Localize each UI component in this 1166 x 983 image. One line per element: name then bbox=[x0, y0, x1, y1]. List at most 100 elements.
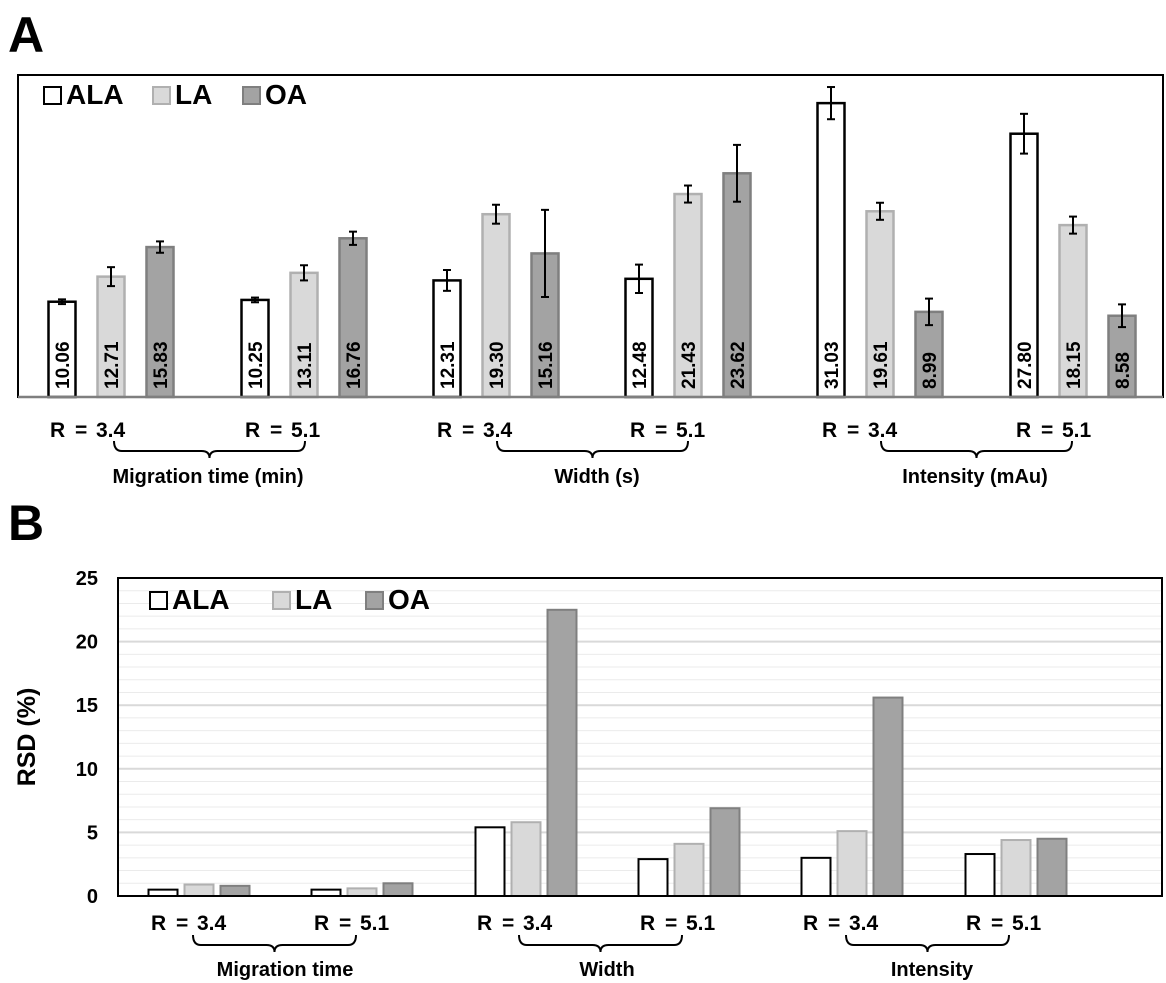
group-label-b-2: Intensity bbox=[891, 959, 974, 981]
data-label-a-la-0: 12.71 bbox=[102, 341, 123, 389]
data-label-a-la-5: 18.15 bbox=[1064, 341, 1085, 389]
group-brace-a-1 bbox=[496, 440, 689, 459]
legend-swatch-a-la bbox=[152, 86, 171, 105]
bar-b-la-2 bbox=[510, 821, 542, 897]
condition-var: R bbox=[477, 912, 492, 935]
bar-b-ala-5 bbox=[964, 853, 996, 897]
group-label-a-0: Migration time (min) bbox=[112, 466, 303, 488]
condition-var: R bbox=[245, 419, 260, 442]
errorbar-a-ala-3 bbox=[635, 263, 643, 295]
data-label-a-la-3: 21.43 bbox=[679, 341, 700, 389]
condition-var: R bbox=[640, 912, 655, 935]
legend-label-b-ala: ALA bbox=[172, 584, 230, 615]
bar-b-oa-4 bbox=[872, 696, 904, 897]
condition-value: 5.1 bbox=[291, 419, 321, 442]
panel-b-chart: 0 5 10 15 20 25 RSD (%) ALA LA OA R = 3.4 R = 5.1 R = 3… bbox=[13, 568, 1163, 981]
condition-eq: = bbox=[655, 419, 667, 442]
condition-var: R bbox=[822, 419, 837, 442]
condition-label-a-1: R = 5.1 bbox=[245, 419, 321, 442]
condition-value: 5.1 bbox=[1062, 419, 1092, 442]
condition-var: R bbox=[630, 419, 645, 442]
legend-swatch-b-ala bbox=[149, 591, 168, 610]
condition-eq: = bbox=[339, 912, 351, 935]
data-label-a-oa-2: 15.16 bbox=[536, 341, 557, 389]
condition-label-a-2: R = 3.4 bbox=[437, 419, 513, 442]
data-label-a-oa-5: 8.58 bbox=[1113, 352, 1134, 389]
bar-a-oa-0 bbox=[145, 245, 175, 399]
panel-a-frame bbox=[17, 74, 1164, 398]
panel-b-group-labels: Migration time Width Intensity bbox=[217, 959, 974, 981]
condition-eq: = bbox=[665, 912, 677, 935]
bar-b-oa-3 bbox=[709, 807, 741, 897]
condition-var: R bbox=[314, 912, 329, 935]
condition-label-b-5: R = 5.1 bbox=[966, 912, 1042, 935]
legend-swatch-a-ala bbox=[43, 86, 62, 105]
condition-label-b-2: R = 3.4 bbox=[477, 912, 553, 935]
condition-label-b-0: R = 3.4 bbox=[151, 912, 227, 935]
errorbar-a-oa-3 bbox=[733, 143, 741, 203]
y-tick-label: 0 bbox=[87, 886, 98, 908]
errorbar-a-oa-2 bbox=[541, 208, 549, 298]
errorbar-a-oa-4 bbox=[925, 297, 933, 327]
panel-b-legend: ALA LA OA bbox=[149, 584, 430, 615]
legend-label-b-oa: OA bbox=[388, 584, 430, 615]
legend-label-a-la: LA bbox=[175, 79, 212, 110]
group-brace-b-1 bbox=[518, 934, 683, 953]
condition-var: R bbox=[803, 912, 818, 935]
bar-b-la-5 bbox=[1000, 839, 1032, 897]
condition-eq: = bbox=[176, 912, 188, 935]
bar-b-la-0 bbox=[183, 883, 215, 898]
condition-value: 5.1 bbox=[360, 912, 390, 935]
errorbar-a-la-2 bbox=[492, 203, 500, 225]
condition-value: 3.4 bbox=[483, 419, 513, 442]
data-label-a-ala-5: 27.80 bbox=[1015, 341, 1036, 389]
group-brace-a-0 bbox=[113, 440, 306, 459]
data-label-a-oa-4: 8.99 bbox=[920, 352, 941, 389]
panel-b-condition-labels: R = 3.4 R = 5.1 R = 3.4 R = 5.1 R = 3.4 R = 5.1 bbox=[151, 912, 1042, 953]
condition-value: 5.1 bbox=[1012, 912, 1042, 935]
condition-eq: = bbox=[847, 419, 859, 442]
condition-eq: = bbox=[462, 419, 474, 442]
errorbar-a-ala-2 bbox=[443, 268, 451, 292]
errorbar-a-oa-5 bbox=[1118, 303, 1126, 329]
bar-b-la-3 bbox=[673, 842, 705, 898]
bar-b-ala-3 bbox=[637, 858, 669, 897]
y-tick-label: 5 bbox=[87, 822, 98, 844]
condition-label-a-3: R = 5.1 bbox=[630, 419, 706, 442]
errorbar-a-la-5 bbox=[1069, 215, 1077, 235]
panel-b-bars bbox=[147, 608, 1068, 898]
data-label-a-ala-0: 10.06 bbox=[53, 341, 74, 389]
data-label-a-la-2: 19.30 bbox=[487, 341, 508, 389]
errorbar-a-la-3 bbox=[684, 184, 692, 204]
panel-b-gridlines bbox=[118, 590, 1162, 884]
errorbar-a-oa-1 bbox=[349, 230, 357, 246]
condition-value: 5.1 bbox=[676, 419, 706, 442]
condition-var: R bbox=[1016, 419, 1031, 442]
panel-a-group-labels: Migration time (min) Width (s) Intensity (… bbox=[112, 466, 1047, 488]
panel-b-frame bbox=[117, 577, 1163, 897]
data-label-a-la-4: 19.61 bbox=[871, 341, 892, 389]
legend-label-a-oa: OA bbox=[265, 79, 307, 110]
data-label-a-oa-0: 15.83 bbox=[151, 341, 172, 389]
y-tick-label: 25 bbox=[76, 568, 98, 590]
condition-label-b-3: R = 5.1 bbox=[640, 912, 716, 935]
errorbar-a-oa-0 bbox=[156, 240, 164, 254]
data-label-a-la-1: 13.11 bbox=[295, 342, 316, 389]
errorbar-a-la-4 bbox=[876, 201, 884, 221]
condition-var: R bbox=[437, 419, 452, 442]
panel-a-condition-labels: R = 3.4 R = 5.1 R = 3.4 R = 5.1 R = 3.4 R = 5.1 bbox=[50, 419, 1092, 459]
group-brace-a-2 bbox=[880, 440, 1073, 459]
condition-eq: = bbox=[502, 912, 514, 935]
legend-label-b-la: LA bbox=[295, 584, 332, 615]
errorbar-a-la-1 bbox=[300, 264, 308, 282]
condition-value: 3.4 bbox=[96, 419, 126, 442]
group-label-a-1: Width (s) bbox=[554, 466, 639, 488]
bar-b-ala-2 bbox=[474, 826, 506, 898]
bar-a-ala-2 bbox=[432, 279, 462, 399]
group-label-b-1: Width bbox=[579, 959, 634, 981]
legend-swatch-a-oa bbox=[242, 86, 261, 105]
y-tick-label: 20 bbox=[76, 632, 98, 654]
condition-eq: = bbox=[1041, 419, 1053, 442]
bar-a-oa-3 bbox=[722, 172, 752, 399]
condition-value: 3.4 bbox=[849, 912, 879, 935]
